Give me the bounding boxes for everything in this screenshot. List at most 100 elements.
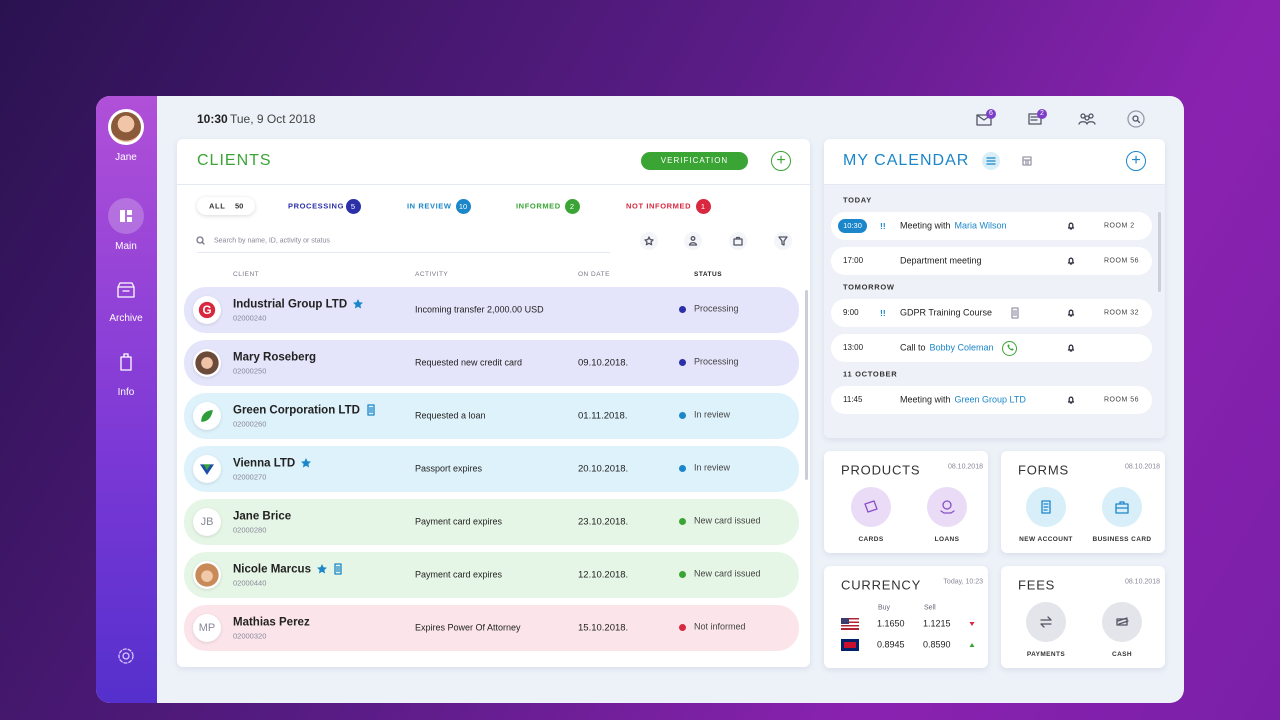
status-dot	[678, 358, 686, 366]
filter-button[interactable]	[637, 229, 661, 253]
item-label[interactable]: NEW ACCOUNT	[1019, 535, 1073, 543]
item-icon-bg[interactable]	[851, 487, 891, 527]
status-dot	[678, 623, 686, 631]
event-time: 17:00	[843, 256, 864, 265]
item-icon[interactable]	[1110, 495, 1134, 519]
client-row[interactable]	[184, 340, 799, 386]
grid-view-button[interactable]	[1015, 149, 1039, 173]
item-label[interactable]: CARDS	[858, 535, 884, 543]
nav-icon[interactable]	[114, 350, 138, 374]
filter-tab[interactable]: PROCESSING	[288, 201, 345, 211]
client-id: 02000320	[233, 631, 267, 641]
header-icon[interactable]	[1075, 107, 1099, 131]
header-icon[interactable]	[1124, 107, 1148, 131]
event-link[interactable]: Maria Wilson	[954, 220, 1007, 231]
event-room: ROOM 32	[1104, 309, 1140, 317]
event-link[interactable]: Bobby Coleman	[929, 342, 994, 353]
client-id: 02000270	[233, 472, 267, 482]
filter-tab[interactable]: IN REVIEW	[407, 201, 452, 211]
status-dot	[678, 305, 686, 313]
add-button[interactable]: +	[771, 151, 791, 171]
avatar-photo	[111, 112, 141, 142]
item-label[interactable]: PAYMENTS	[1026, 650, 1066, 658]
add-button[interactable]: +	[1126, 151, 1146, 171]
item-icon-bg[interactable]	[1026, 602, 1066, 642]
column-header[interactable]: STATUS	[694, 270, 723, 278]
event-text: GDPR Training Course	[900, 307, 993, 318]
list-view-button[interactable]	[979, 149, 1003, 173]
item-icon-bg[interactable]	[1102, 487, 1142, 527]
status-dot	[678, 570, 686, 578]
bell-icon[interactable]	[1059, 301, 1083, 325]
card-title: PRODUCTS	[841, 462, 921, 478]
column-header[interactable]: ACTIVITY	[415, 270, 449, 278]
calendar-event[interactable]	[831, 299, 1152, 327]
client-row[interactable]	[184, 393, 799, 439]
event-link[interactable]: Green Group LTD	[954, 394, 1026, 405]
nav-icon[interactable]	[114, 204, 138, 228]
filter-button[interactable]	[681, 229, 705, 253]
bell-icon[interactable]	[1059, 214, 1083, 238]
user-name: Jane	[115, 152, 137, 163]
item-label[interactable]: BUSINESS CARD	[1092, 535, 1152, 543]
settings-icon[interactable]	[114, 644, 138, 668]
event-room: ROOM 56	[1104, 257, 1140, 265]
rate-trend	[960, 633, 984, 657]
client-row[interactable]	[184, 499, 799, 545]
column-header[interactable]: ON DATE	[578, 270, 610, 278]
filter-tab[interactable]: NOT INFORMED	[626, 201, 692, 211]
client-date: 20.10.2018.	[578, 463, 629, 475]
item-label[interactable]: CASH	[1111, 650, 1133, 658]
event-text: Meeting with	[900, 220, 951, 231]
client-row[interactable]	[184, 446, 799, 492]
calendar-event[interactable]	[831, 212, 1152, 240]
calendar-event[interactable]	[831, 247, 1152, 275]
note-icon	[326, 557, 350, 581]
item-icon-bg[interactable]	[927, 487, 967, 527]
client-logo	[193, 455, 221, 483]
item-icon[interactable]	[1034, 610, 1058, 634]
item-icon[interactable]	[935, 495, 959, 519]
filter-button[interactable]	[771, 229, 795, 253]
client-name: Nicole Marcus	[233, 563, 311, 576]
bell-icon[interactable]	[1059, 336, 1083, 360]
filter-tab[interactable]: INFORMED	[516, 201, 561, 211]
client-name: Green Corporation LTD	[233, 404, 360, 417]
tab-count: 1	[695, 198, 711, 214]
filter-button[interactable]	[726, 229, 750, 253]
item-icon[interactable]	[859, 495, 883, 519]
search-input[interactable]: Search by name, ID, activity or status	[214, 237, 330, 245]
document-icon	[1003, 301, 1027, 325]
client-status: Processing	[694, 356, 739, 367]
search-underline	[197, 252, 610, 253]
bell-icon[interactable]	[1059, 388, 1083, 412]
sidebar	[96, 96, 157, 703]
item-label[interactable]: LOANS	[934, 535, 960, 543]
client-status: Processing	[694, 303, 739, 314]
verification-button[interactable]: VERIFICATION	[641, 152, 748, 170]
calendar-event[interactable]	[831, 386, 1152, 414]
bell-icon[interactable]	[1059, 249, 1083, 273]
notification-badge: 2	[1037, 109, 1047, 119]
client-id: 02000440	[233, 578, 267, 588]
client-logo: MP	[193, 614, 221, 642]
client-id: 02000280	[233, 525, 267, 535]
item-icon[interactable]	[1110, 610, 1134, 634]
client-id: 02000250	[233, 366, 267, 376]
calendar-event[interactable]	[831, 334, 1152, 362]
nav-icon[interactable]	[114, 278, 138, 302]
nav-label[interactable]: Info	[117, 387, 135, 398]
nav-label[interactable]: Archive	[109, 313, 143, 324]
client-row[interactable]	[184, 287, 799, 333]
client-row[interactable]	[184, 605, 799, 651]
calendar-group-label: TODAY	[843, 195, 872, 205]
client-logo	[193, 402, 221, 430]
nav-label[interactable]: Main	[115, 241, 137, 252]
filter-tab[interactable]: ALL	[209, 201, 226, 211]
tab-count: 5	[345, 198, 361, 214]
column-header[interactable]: CLIENT	[233, 270, 260, 278]
item-icon-bg[interactable]	[1102, 602, 1142, 642]
item-icon[interactable]	[1034, 495, 1058, 519]
client-activity: Payment card expires	[415, 569, 503, 580]
client-row[interactable]	[184, 552, 799, 598]
